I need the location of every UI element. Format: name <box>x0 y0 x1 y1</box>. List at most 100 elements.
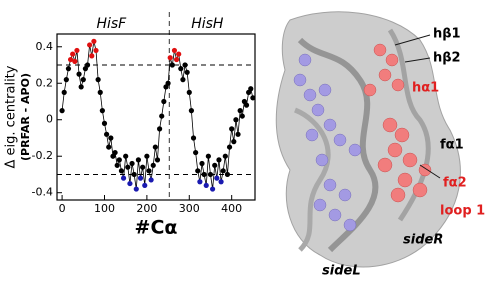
data-point <box>171 47 178 54</box>
data-point <box>84 62 91 68</box>
data-point <box>218 179 224 185</box>
y-tick-label: 0.4 <box>36 40 54 53</box>
data-point <box>212 162 218 168</box>
data-point <box>201 171 207 178</box>
structure-label: sideL <box>322 264 361 279</box>
data-point <box>161 98 167 105</box>
data-point <box>80 77 86 83</box>
data-point <box>195 168 201 174</box>
data-line <box>61 41 254 190</box>
data-point <box>154 157 161 163</box>
data-point <box>173 56 180 63</box>
structure-label: sideR <box>403 233 443 248</box>
data-point <box>101 120 108 126</box>
data-point <box>89 53 95 59</box>
data-point <box>144 153 150 159</box>
data-point <box>91 38 97 44</box>
region-label: HisH <box>191 16 224 32</box>
data-point <box>118 168 125 174</box>
x-axis-label: #Cα <box>135 217 178 239</box>
data-point <box>239 113 245 119</box>
structure-label: hβ2 <box>433 51 461 66</box>
data-point <box>176 51 182 57</box>
data-point <box>165 80 171 86</box>
data-point <box>197 179 203 185</box>
structure-label: fα1 <box>440 138 464 153</box>
data-point <box>243 102 250 108</box>
x-tick-label: 0 <box>59 202 66 215</box>
data-point <box>231 139 237 145</box>
data-point <box>74 47 80 54</box>
plot-frame <box>56 33 256 201</box>
data-point <box>235 131 241 137</box>
data-point <box>199 160 205 167</box>
structure-label: hα1 <box>412 81 439 96</box>
data-point <box>63 77 69 83</box>
data-point <box>188 108 195 114</box>
data-point <box>157 126 163 132</box>
data-point <box>210 186 216 192</box>
x-tick-label: 200 <box>136 202 157 215</box>
data-point <box>114 162 120 168</box>
blue-spheres <box>293 53 362 232</box>
data-point <box>127 180 133 187</box>
data-point <box>148 177 154 183</box>
data-point <box>150 162 156 168</box>
data-point <box>95 77 101 83</box>
data-point <box>146 168 152 174</box>
red-spheres <box>363 43 432 203</box>
data-point <box>140 164 146 170</box>
data-point <box>186 89 192 95</box>
y-axis-label: Δ eig. centrality <box>4 65 19 168</box>
data-point <box>178 66 184 72</box>
data-point <box>108 135 114 141</box>
data-point <box>129 160 135 167</box>
data-point <box>99 108 105 114</box>
data-point <box>142 182 148 189</box>
data-point <box>220 168 226 174</box>
y-tick-label: -0.2 <box>32 149 53 162</box>
data-point <box>180 77 186 83</box>
data-point <box>59 108 65 114</box>
data-point <box>137 175 144 181</box>
data-point <box>207 171 214 178</box>
data-point <box>133 186 139 192</box>
data-point <box>222 153 228 159</box>
data-point <box>237 108 243 114</box>
data-point <box>76 71 82 77</box>
data-point <box>131 171 137 178</box>
data-point <box>70 51 76 57</box>
data-point <box>184 69 190 75</box>
data-point <box>152 144 158 150</box>
arrows <box>394 34 441 179</box>
structure-label: fα2 <box>443 176 467 191</box>
data-point <box>182 62 188 68</box>
data-point <box>112 149 118 156</box>
y-tick-label: -0.4 <box>32 186 53 199</box>
data-point <box>72 58 78 64</box>
data-point <box>250 95 256 101</box>
data-point <box>224 171 231 178</box>
structure-label: loop 1 <box>440 204 485 219</box>
region-label: HisF <box>96 16 127 32</box>
data-point <box>159 113 165 119</box>
helix <box>297 37 379 253</box>
data-point <box>97 89 103 95</box>
data-point <box>106 144 112 150</box>
data-point <box>65 66 72 72</box>
data-point <box>226 144 233 150</box>
x-tick-label: 100 <box>94 202 115 215</box>
x-tick-label: 400 <box>221 202 242 215</box>
x-tick-label: 300 <box>179 202 200 215</box>
data-point <box>93 47 99 54</box>
data-point <box>67 56 74 63</box>
protein-structure <box>275 11 461 268</box>
y-tick-label: 0.2 <box>36 76 54 89</box>
data-point <box>169 62 175 68</box>
data-point <box>248 86 254 92</box>
data-point <box>203 182 209 189</box>
y-tick-label: 0 <box>46 113 53 126</box>
data-point <box>216 157 222 163</box>
data-point <box>120 175 127 181</box>
